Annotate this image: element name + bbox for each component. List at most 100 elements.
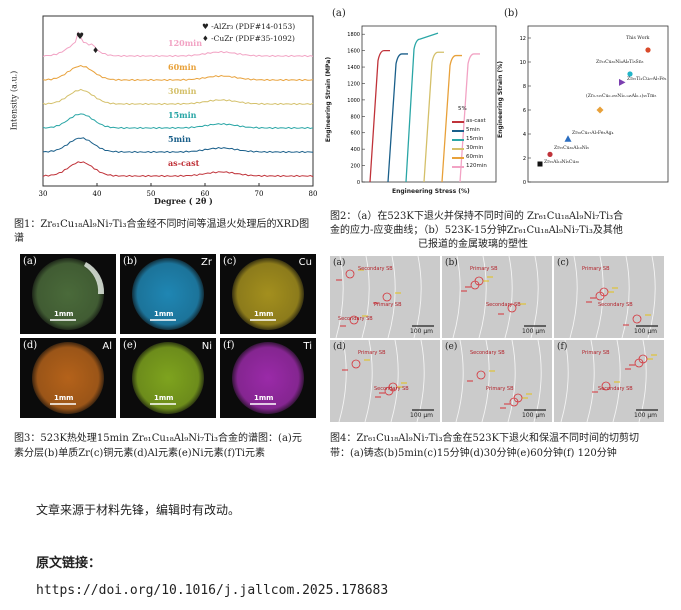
sem-shear-band — [638, 340, 647, 422]
sem-marker-circle — [632, 314, 642, 324]
sem-marker-circle — [382, 292, 392, 302]
fig2a-plot-frame — [361, 25, 497, 183]
fig2a-xunit: 5% — [458, 106, 467, 112]
sem-panel: (e) Secondary SB Primary SB 100 μm — [442, 340, 552, 422]
fig1-xlabel: Degree ( 2θ ) — [154, 196, 213, 206]
sem-band-label: Secondary SB — [470, 350, 505, 356]
sem-scale-label: 100 μm — [522, 412, 546, 419]
eds-scale-label: 1mm — [54, 394, 74, 402]
fig2a-curve-120min — [459, 53, 480, 183]
fig2a-ylabel: Engineering Strain (MPa) — [325, 56, 333, 143]
fig1-xtick-label: 30 — [39, 190, 48, 198]
sem-shear-band — [595, 256, 604, 338]
fig1-curve-15min — [42, 113, 314, 130]
fig2a-legend-swatch — [452, 121, 464, 123]
fig1-curve-30min — [42, 88, 314, 106]
sem-band-label: Secondary SB — [486, 302, 521, 308]
eds-sample-disc — [32, 342, 104, 414]
fig2a-xlabel: Engineering Stress (%) — [392, 188, 470, 195]
fig2-caption-line1: 图2：（a）在523K下退火并保持不同时间的 Zr₆₁Cu₁₈Al₉Ni₇Ti₃… — [330, 211, 624, 222]
sem-shear-band — [612, 340, 621, 422]
sem-band-label: Secondary SB — [374, 386, 409, 392]
fig2b-point-label: This Work — [626, 36, 650, 41]
eds-panel-Cu: (c) Cu 1mm — [220, 254, 316, 334]
fig2a-ytick-label: 1800 — [347, 32, 360, 38]
fig4-caption-line1: 图4：Zr₆₁Cu₁₈Al₉Ni₇Ti₃合金在523K下退火和保温不同时间的切剪… — [330, 433, 640, 444]
fig2a-ytick-label: 200 — [350, 164, 360, 170]
fig2b-svg: 12 10 8 6 4 2 0 — [520, 25, 669, 186]
fig1-curve-label: 15min — [168, 110, 197, 120]
fig1-curve-label: 120min — [168, 38, 203, 48]
fig2b-plasticity-chart: (b) 12 10 8 6 4 2 0 Engineering Strain (%) Thi… — [497, 8, 672, 208]
fig2b-point-label: (Zr₀.₅₂₅Cu₀.₂₆₅Ni₀.₁₄₅Al₀.₁)₉₅Tm₅ — [586, 94, 657, 99]
sem-shear-band — [507, 340, 516, 422]
sem-shear-band — [335, 256, 344, 338]
fig2a-legend-swatch — [452, 139, 464, 141]
sem-band-label: Primary SB — [358, 350, 386, 356]
fig2a-legend-swatch — [452, 148, 464, 150]
fig2-caption-line3: 已报道的金属玻璃的塑性 — [418, 239, 528, 250]
eds-scale-label: 1mm — [154, 310, 174, 318]
source-note: 文章来源于材料先锋，编辑时有改动。 — [36, 503, 241, 517]
fig2a-legend-label: as-cast — [466, 118, 486, 124]
sem-panel: (b) Primary SB Secondary SB 100 μm — [442, 256, 552, 338]
fig3-caption-line1: 图3：523K热处理15min Zr₆₁Cu₁₈Al₉Ni₇Ti₃合金的谱图：(… — [14, 433, 302, 444]
sem-scale-label: 100 μm — [410, 412, 434, 419]
fig2b-point — [645, 47, 651, 53]
sem-band-label: Primary SB — [486, 386, 514, 392]
sem-shear-band — [504, 256, 513, 338]
eds-map-texture — [32, 342, 104, 414]
fig3-caption-line2: 素分层(b)单质Zr(c)铜元素(d)Al元素(e)Ni元素(f)Ti元素 — [14, 448, 266, 459]
fig2a-curve-60min — [441, 54, 462, 183]
fig1-curve-120min — [42, 31, 314, 58]
fig1-diamond-marker: ♦ — [92, 46, 100, 55]
fig2a-ytick-label: 600 — [350, 131, 360, 137]
sem-shear-band — [586, 340, 595, 422]
fig2b-point-label: Zr₅₃Cu₃₀Ni₉Al₈Ti₅Sn₃ — [596, 60, 644, 65]
link-heading: 原文链接： — [36, 556, 102, 571]
sem-panel-tag: (e) — [445, 342, 458, 352]
eds-map-texture — [132, 258, 204, 330]
sem-marker-circle — [351, 359, 361, 369]
sem-marker-circle — [601, 381, 611, 391]
sem-band-label: Primary SB — [470, 266, 498, 272]
fig2a-curve-as-cast — [369, 49, 390, 183]
fig1-curve-label: 60min — [168, 62, 197, 72]
doi-link[interactable]: https://doi.org/10.1016/j.jallcom.2025.1… — [36, 583, 389, 598]
eds-scale-label: 1mm — [54, 310, 74, 318]
sem-shear-band — [533, 340, 542, 422]
fig2a-curve-15min — [405, 32, 439, 183]
sem-band-label: Primary SB — [374, 302, 402, 308]
fig2b-ylabel: Engineering Strain (%) — [496, 61, 504, 138]
fig2b-point-label: Zr₅₆Cu₂₇Al₇Fe₃Ag₄ — [572, 130, 614, 136]
sem-shear-band — [455, 340, 464, 422]
fig1-xtick-label: 50 — [147, 190, 156, 198]
fig2-caption-line2: 金的应力-应变曲线；（b）523K-15分钟Zr₆₁Cu₁₈Al₉Ni₇Ti₃及… — [330, 225, 623, 236]
fig1-xtick-label: 60 — [201, 190, 210, 198]
eds-sample-disc — [32, 258, 104, 330]
sem-panel-tag: (a) — [333, 258, 346, 268]
fig3-eds-maps: (a) 1mm (b) Zr 1mm (c) Cu 1mm (d) Al 1mm (e) Ni 1mm (f… — [20, 254, 320, 418]
fig1-legend-alzr3: ♥ -AlZr₃ (PDF#14-0153) — [202, 22, 296, 31]
sem-shear-band — [387, 256, 396, 338]
sem-panel: (d) Primary SB Secondary SB 100 μm — [330, 340, 440, 422]
eds-highlight — [84, 262, 105, 294]
fig2a-legend-swatch — [452, 166, 464, 168]
fig2b-ytick-label: 12 — [520, 36, 526, 42]
eds-panel-Zr: (b) Zr 1mm — [120, 254, 216, 334]
sem-shear-band — [338, 340, 347, 422]
eds-panel-tag: (c) — [223, 256, 237, 267]
fig1-curve-60min — [42, 64, 314, 82]
sem-shear-band — [621, 256, 630, 338]
sem-panel: (a) Secondary SB Primary SB Secondary SB 100… — [330, 256, 440, 338]
sem-marker-circle — [388, 382, 398, 392]
eds-map-texture — [232, 342, 304, 414]
fig2a-legend-swatch — [452, 157, 464, 159]
fig2b-ytick-label: 8 — [523, 84, 526, 90]
fig1-curve-5min — [42, 137, 314, 154]
sem-marker-circle — [638, 354, 648, 364]
fig4-shear-bands: (a) Secondary SB Primary SB Secondary SB 100… — [330, 256, 670, 424]
sem-panel-tag: (d) — [333, 342, 346, 352]
fig2a-legend-label: 120min — [466, 163, 487, 169]
fig1-plot-frame — [42, 15, 314, 187]
